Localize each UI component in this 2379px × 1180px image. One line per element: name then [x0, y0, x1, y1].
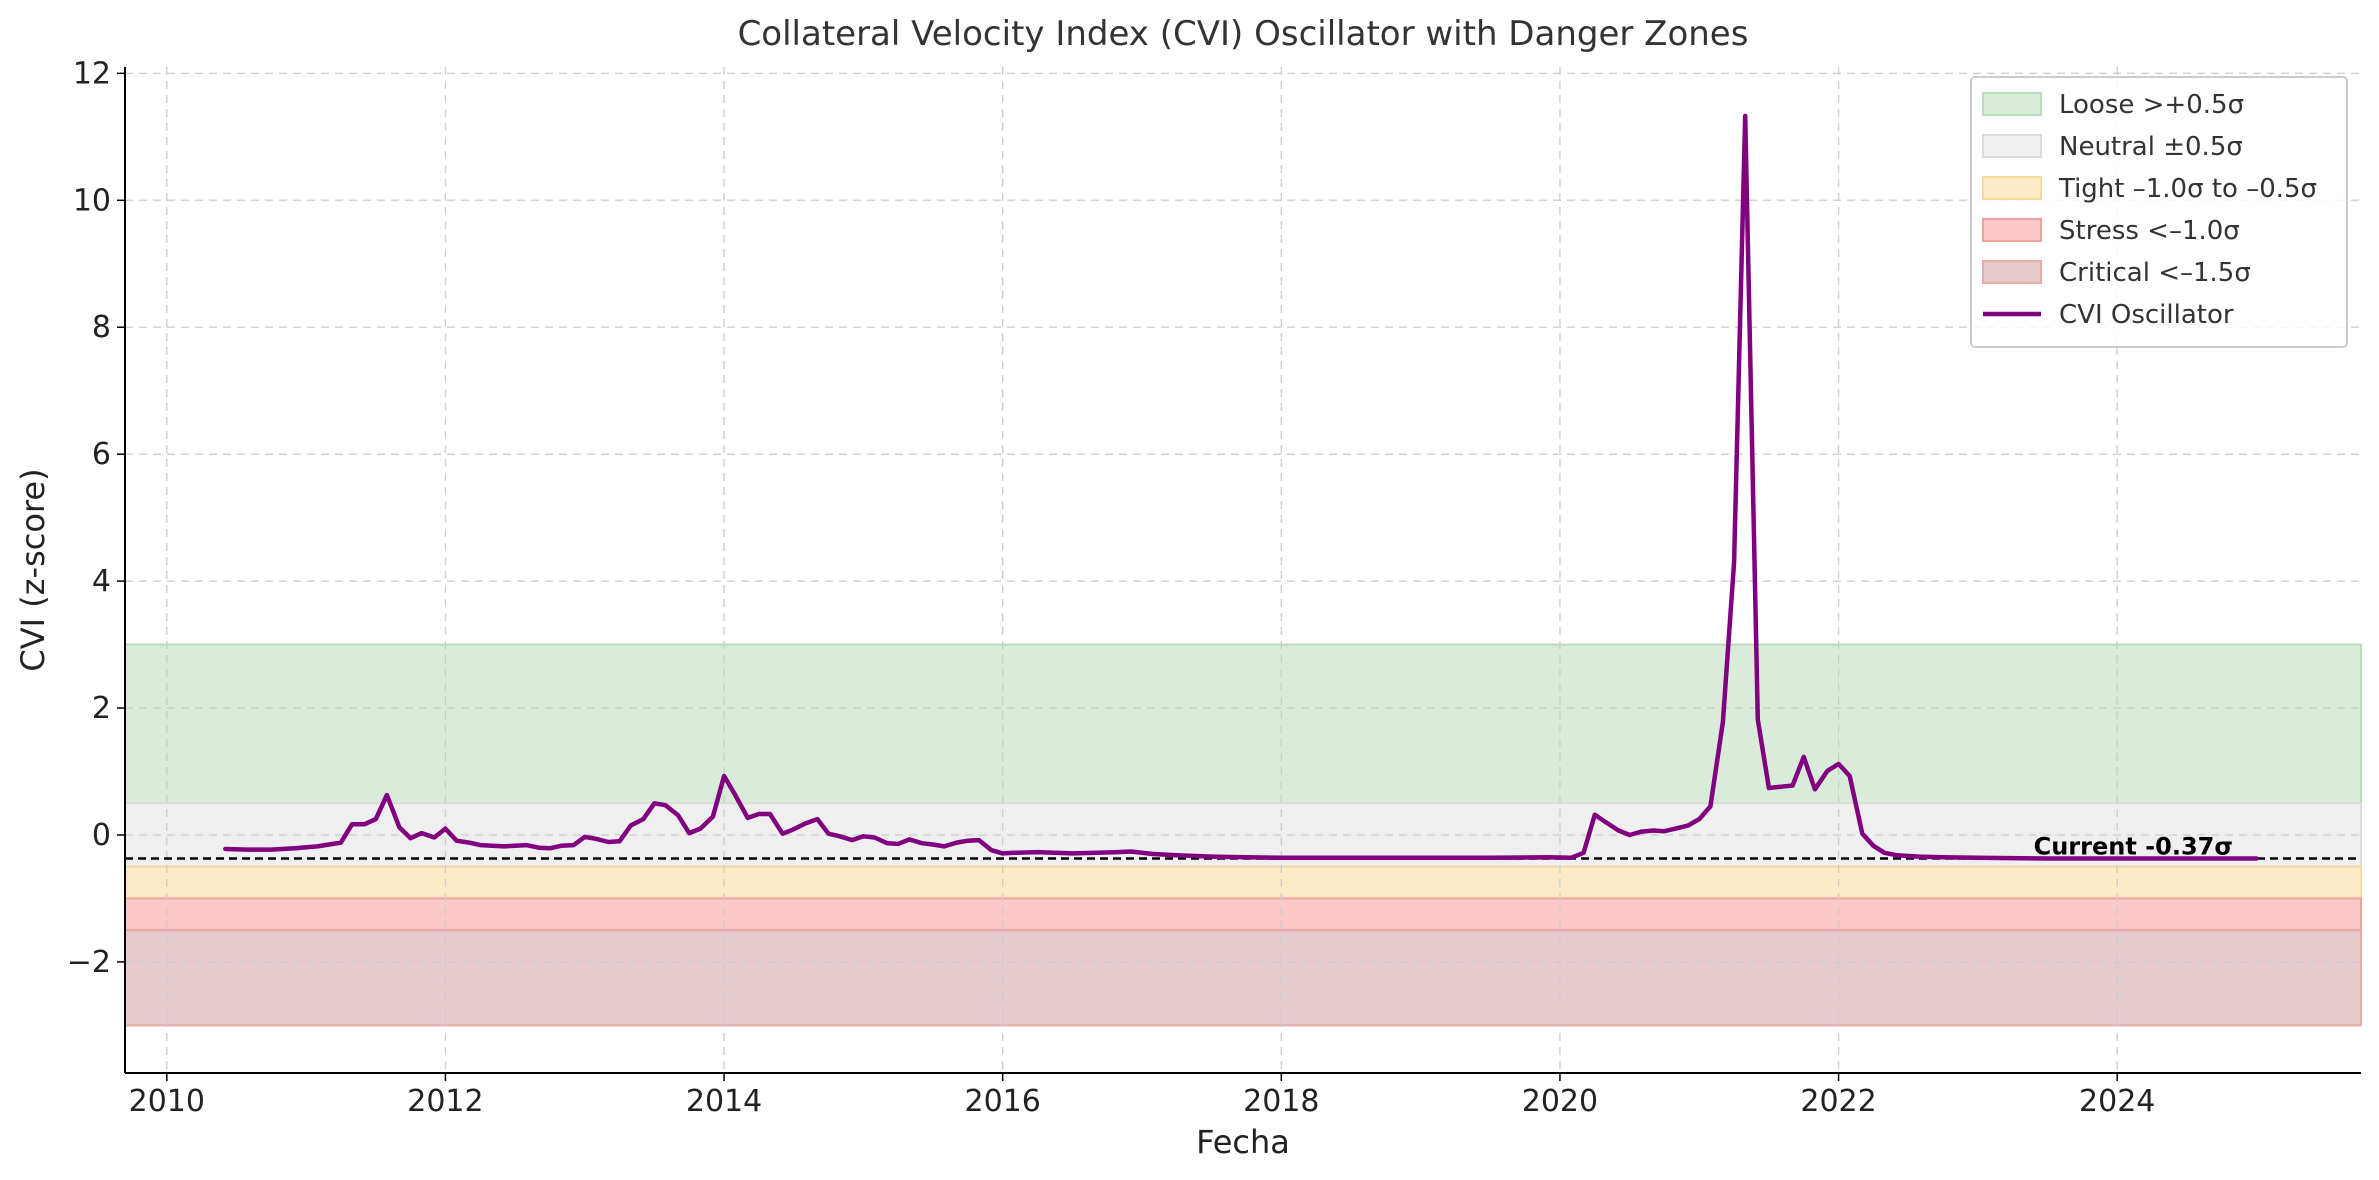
zone-band-4: [124, 929, 2362, 1027]
legend-box: [1970, 76, 2348, 348]
y-axis-label: CVI (z-score): [14, 468, 52, 671]
y-tick-label: 8: [92, 310, 111, 345]
y-tick-label: 12: [73, 56, 111, 91]
x-tick-label: 2016: [965, 1084, 1041, 1119]
current-level-label: Current -0.37σ: [2034, 832, 2233, 860]
x-tick-label: 2012: [407, 1084, 483, 1119]
x-tick-label: 2010: [129, 1084, 205, 1119]
x-tick-label: 2020: [1522, 1084, 1598, 1119]
danger-zones: [124, 643, 2362, 1027]
legend-swatch: [1982, 260, 2042, 284]
legend-label: Stress <–1.0σ: [2059, 216, 2240, 246]
y-tick-label: 0: [92, 818, 111, 853]
zone-band-2: [124, 865, 2362, 900]
axes: [124, 67, 2361, 1074]
legend-label: Neutral ±0.5σ: [2059, 132, 2243, 162]
x-tick-label: 2022: [1800, 1084, 1876, 1119]
legend-label: Critical <–1.5σ: [2059, 258, 2251, 288]
legend-swatch: [1982, 218, 2042, 242]
x-tick-label: 2024: [2079, 1084, 2155, 1119]
legend: Loose >+0.5σ Neutral ±0.5σ Tight –1.0σ to …: [1970, 76, 2348, 348]
cvi-oscillator-line: [223, 113, 2259, 861]
y-tick-label: 4: [92, 564, 111, 599]
x-axis-ticks: 2010 2012 2014 2016 2018 2020 2022 2024: [129, 1073, 2155, 1119]
legend-swatch: [1982, 134, 2042, 158]
x-axis-label: Fecha: [1196, 1123, 1290, 1161]
legend-swatch: [1982, 92, 2042, 116]
x-tick-label: 2014: [686, 1084, 762, 1119]
legend-swatch: [1982, 176, 2042, 200]
y-tick-label: 2: [92, 691, 111, 726]
legend-label: CVI Oscillator: [2059, 300, 2234, 330]
y-axis-ticks: −2 0 2 4 6 8 10 12: [67, 56, 125, 980]
legend-label: Loose >+0.5σ: [2059, 90, 2244, 120]
chart-title: Collateral Velocity Index (CVI) Oscillat…: [738, 14, 1749, 54]
x-tick-label: 2018: [1243, 1084, 1319, 1119]
zone-band-3: [124, 897, 2362, 932]
legend-label: Tight –1.0σ to –0.5σ: [2058, 174, 2317, 204]
zone-band-0: [124, 643, 2362, 805]
y-tick-label: −2: [67, 945, 111, 980]
y-tick-label: 10: [73, 183, 111, 218]
y-tick-label: 6: [92, 437, 111, 472]
